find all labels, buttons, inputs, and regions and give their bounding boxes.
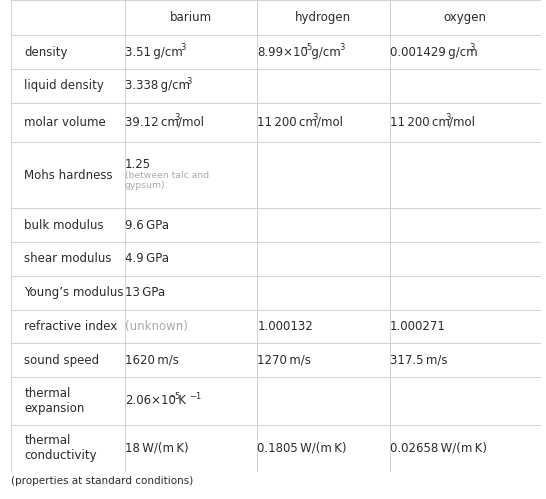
Text: 0.1805 W/(m K): 0.1805 W/(m K) <box>257 442 347 455</box>
Text: Young’s modulus: Young’s modulus <box>24 286 123 299</box>
Text: K: K <box>176 394 186 407</box>
Text: 0.02658 W/(m K): 0.02658 W/(m K) <box>390 442 486 455</box>
Text: bulk modulus: bulk modulus <box>24 219 104 232</box>
Text: /mol: /mol <box>449 116 475 129</box>
Text: /mol: /mol <box>178 116 204 129</box>
Text: thermal
expansion: thermal expansion <box>24 387 85 415</box>
Text: −5: −5 <box>300 43 312 52</box>
Text: (unknown): (unknown) <box>125 320 188 333</box>
Text: 1.000271: 1.000271 <box>390 320 446 333</box>
Text: (between talc and: (between talc and <box>125 171 209 180</box>
Text: 3.51 g/cm: 3.51 g/cm <box>125 46 182 59</box>
Text: 8.99×10: 8.99×10 <box>257 46 308 59</box>
Text: hydrogen: hydrogen <box>295 11 352 24</box>
Text: g/cm: g/cm <box>309 46 341 59</box>
Text: 2.06×10: 2.06×10 <box>125 394 176 407</box>
Text: 3.338 g/cm: 3.338 g/cm <box>125 79 190 92</box>
Text: 1620 m/s: 1620 m/s <box>125 354 179 367</box>
Text: 39.12 cm: 39.12 cm <box>125 116 179 129</box>
Text: barium: barium <box>170 11 212 24</box>
Text: density: density <box>24 46 68 59</box>
Text: 4.9 GPa: 4.9 GPa <box>125 252 169 265</box>
Text: 13 GPa: 13 GPa <box>125 286 165 299</box>
Text: 3: 3 <box>180 43 186 52</box>
Text: 11 200 cm: 11 200 cm <box>257 116 317 129</box>
Text: 1270 m/s: 1270 m/s <box>257 354 311 367</box>
Text: refractive index: refractive index <box>24 320 117 333</box>
Text: sound speed: sound speed <box>24 354 99 367</box>
Text: 1.25: 1.25 <box>125 158 151 171</box>
Text: shear modulus: shear modulus <box>24 252 112 265</box>
Text: thermal
conductivity: thermal conductivity <box>24 434 97 462</box>
Text: 1.000132: 1.000132 <box>257 320 313 333</box>
Text: Mohs hardness: Mohs hardness <box>24 169 113 182</box>
Text: 317.5 m/s: 317.5 m/s <box>390 354 447 367</box>
Text: 11 200 cm: 11 200 cm <box>390 116 449 129</box>
Text: liquid density: liquid density <box>24 79 104 92</box>
Text: /mol: /mol <box>317 116 343 129</box>
Text: 3: 3 <box>186 77 192 86</box>
Text: 3: 3 <box>470 43 475 52</box>
Text: −1: −1 <box>189 392 201 401</box>
Text: 0.001429 g/cm: 0.001429 g/cm <box>390 46 477 59</box>
Text: 18 W/(m K): 18 W/(m K) <box>125 442 188 455</box>
Text: 3: 3 <box>445 113 450 122</box>
Text: 3: 3 <box>340 43 345 52</box>
Text: 9.6 GPa: 9.6 GPa <box>125 219 169 232</box>
Text: gypsum): gypsum) <box>125 181 165 190</box>
Text: oxygen: oxygen <box>444 11 487 24</box>
Text: (properties at standard conditions): (properties at standard conditions) <box>11 476 193 486</box>
Text: 3: 3 <box>174 113 179 122</box>
Text: molar volume: molar volume <box>24 116 106 129</box>
Text: −5: −5 <box>168 392 180 401</box>
Text: 3: 3 <box>312 113 318 122</box>
